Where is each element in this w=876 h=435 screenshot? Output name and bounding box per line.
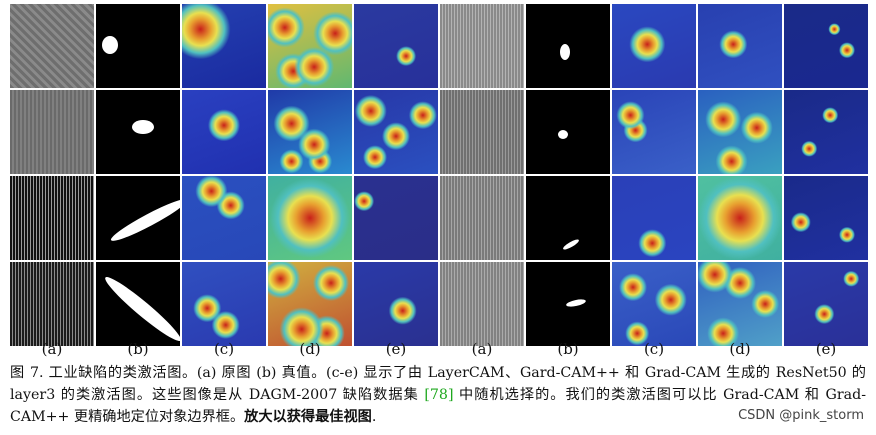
defect-region: [108, 194, 180, 246]
layercam-map: [182, 262, 266, 346]
original-image: [10, 176, 94, 260]
layercam-map: [182, 4, 266, 88]
gradcam-map: [354, 176, 438, 260]
column-label: (a): [41, 340, 63, 358]
layercam-map: [612, 176, 696, 260]
column-label: (d): [729, 340, 751, 358]
ground-truth-mask: [96, 90, 180, 174]
ground-truth-mask: [526, 4, 610, 88]
ground-truth-mask: [526, 90, 610, 174]
gradcam-pp-map: [268, 4, 352, 88]
defect-region: [565, 297, 587, 309]
gradcam-map: [354, 90, 438, 174]
defect-region: [102, 36, 118, 54]
caption-text: 图 7. 工业缺陷的类激活图。(a) 原图 (b) 真值。(c-e) 显示了由 …: [10, 365, 866, 403]
original-image: [440, 4, 524, 88]
column-label: (e): [385, 340, 407, 358]
defect-region: [558, 130, 568, 139]
column-labels-right: (a) (b) (c) (d) (e): [440, 340, 868, 360]
gradcam-pp-map: [268, 176, 352, 260]
gradcam-map: [354, 262, 438, 346]
defect-region: [560, 44, 570, 60]
figure-panel-left: [10, 4, 438, 346]
ground-truth-mask: [96, 176, 180, 260]
ground-truth-mask: [526, 262, 610, 346]
gradcam-map: [784, 176, 868, 260]
column-label: (d): [299, 340, 321, 358]
layercam-map: [182, 176, 266, 260]
citation-link[interactable]: [78]: [424, 387, 454, 403]
gradcam-pp-map: [698, 262, 782, 346]
original-image: [10, 262, 94, 346]
gradcam-pp-map: [268, 90, 352, 174]
caption-emphasis: 放大以获得最佳视图: [244, 409, 372, 425]
column-label: (b): [127, 340, 149, 358]
gradcam-pp-map: [268, 262, 352, 346]
gradcam-pp-map: [698, 176, 782, 260]
gradcam-pp-map: [698, 4, 782, 88]
layercam-map: [182, 90, 266, 174]
layercam-map: [612, 90, 696, 174]
layercam-map: [612, 4, 696, 88]
column-label: (e): [815, 340, 837, 358]
column-label: (a): [471, 340, 493, 358]
defect-region: [561, 237, 581, 252]
figure: [10, 4, 868, 346]
gradcam-map: [784, 90, 868, 174]
original-image: [10, 4, 94, 88]
defect-region: [100, 272, 180, 346]
defect-region: [132, 120, 154, 134]
figure-caption: 图 7. 工业缺陷的类激活图。(a) 原图 (b) 真值。(c-e) 显示了由 …: [10, 362, 866, 428]
layercam-map: [612, 262, 696, 346]
caption-text: .: [371, 409, 377, 425]
original-image: [440, 262, 524, 346]
watermark: CSDN @pink_storm: [738, 408, 864, 423]
original-image: [440, 90, 524, 174]
caption-text: 中随机选择的。我们的类激活图可以比 Grad-CAM 和 Grad-CAM++ …: [10, 387, 866, 425]
ground-truth-mask: [96, 262, 180, 346]
column-label: (c): [213, 340, 235, 358]
image-grid-left: [10, 4, 438, 346]
ground-truth-mask: [526, 176, 610, 260]
original-image: [10, 90, 94, 174]
gradcam-pp-map: [698, 90, 782, 174]
figure-panel-right: [440, 4, 868, 346]
gradcam-map: [354, 4, 438, 88]
column-label: (c): [643, 340, 665, 358]
original-image: [440, 176, 524, 260]
column-labels-left: (a) (b) (c) (d) (e): [10, 340, 438, 360]
gradcam-map: [784, 4, 868, 88]
ground-truth-mask: [96, 4, 180, 88]
image-grid-right: [440, 4, 868, 346]
gradcam-map: [784, 262, 868, 346]
column-label: (b): [557, 340, 579, 358]
